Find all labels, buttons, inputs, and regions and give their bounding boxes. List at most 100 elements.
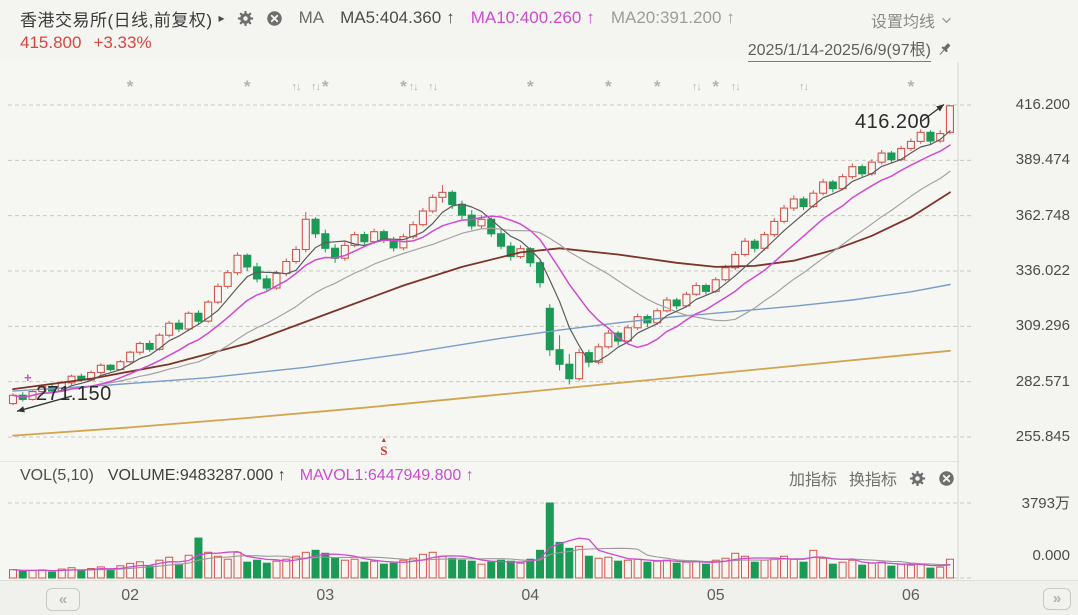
candle-body[interactable] xyxy=(184,312,193,330)
volume-bar[interactable] xyxy=(633,558,642,579)
scroll-left-button[interactable]: « xyxy=(46,588,80,611)
volume-bar[interactable] xyxy=(731,552,740,579)
volume-bar[interactable] xyxy=(350,558,359,579)
candle-body[interactable] xyxy=(428,196,437,212)
switch-indicator-button[interactable]: 换指标 xyxy=(848,472,897,489)
candle-body[interactable] xyxy=(194,312,203,322)
candle-body[interactable] xyxy=(721,267,730,281)
candle-body[interactable] xyxy=(692,284,701,295)
event-marker-arrows[interactable]: ↑↓ xyxy=(311,81,321,93)
candle-body[interactable] xyxy=(545,307,554,351)
candle-body[interactable] xyxy=(653,310,662,324)
volume-bar[interactable] xyxy=(760,559,769,579)
scroll-right-button[interactable]: » xyxy=(1043,588,1071,610)
candle-body[interactable] xyxy=(477,218,486,227)
volume-bar[interactable] xyxy=(653,560,662,579)
volume-bar[interactable] xyxy=(253,559,261,579)
candle-body[interactable] xyxy=(370,231,379,243)
ma-close-button[interactable] xyxy=(266,10,283,27)
event-marker-burst[interactable]: * xyxy=(126,77,134,96)
volume-bar[interactable] xyxy=(340,559,349,579)
event-marker-burst[interactable]: * xyxy=(322,77,329,96)
candle-body[interactable] xyxy=(67,375,76,384)
ma-settings-gear-button[interactable] xyxy=(237,10,254,27)
volume-bar[interactable] xyxy=(575,545,584,579)
candle-body[interactable] xyxy=(145,342,154,350)
volume-bar[interactable] xyxy=(897,563,906,579)
candle-body[interactable] xyxy=(448,191,457,205)
volume-bar[interactable] xyxy=(526,558,535,579)
volume-bar[interactable] xyxy=(48,571,57,579)
event-marker-burst[interactable]: * xyxy=(907,77,915,96)
candle-body[interactable] xyxy=(906,140,915,150)
volume-bar[interactable] xyxy=(594,557,603,579)
volume-bar[interactable] xyxy=(213,555,222,579)
candle-body[interactable] xyxy=(165,322,174,336)
date-range-button[interactable]: 2025/1/14-2025/6/9(97根) xyxy=(747,36,931,62)
volume-bar[interactable] xyxy=(418,553,427,579)
volume-bar[interactable] xyxy=(604,556,613,579)
event-marker-arrows[interactable]: ↑↓ xyxy=(691,81,702,93)
volume-bar[interactable] xyxy=(389,562,398,579)
volume-bar[interactable] xyxy=(87,568,96,579)
volume-bar[interactable] xyxy=(877,561,886,579)
volume-bar[interactable] xyxy=(243,561,252,579)
volume-bar[interactable] xyxy=(77,570,86,579)
ex-dividend-marker[interactable]: ▲ S xyxy=(376,437,392,457)
candle-body[interactable] xyxy=(877,152,886,163)
candle-body[interactable] xyxy=(282,260,291,275)
volume-bar[interactable] xyxy=(174,563,183,579)
candle-body[interactable] xyxy=(701,284,711,292)
candle-body[interactable] xyxy=(819,181,828,194)
volume-settings-gear-button[interactable] xyxy=(909,470,926,487)
volume-bar[interactable] xyxy=(67,567,76,579)
candle-body[interactable] xyxy=(575,352,584,380)
caret-right-icon[interactable]: ▸ xyxy=(218,11,225,25)
volume-bar[interactable] xyxy=(311,549,320,579)
volume-bar[interactable] xyxy=(135,561,144,579)
volume-bar[interactable] xyxy=(614,560,623,579)
volume-bar[interactable] xyxy=(565,547,574,579)
candle-body[interactable] xyxy=(584,352,593,363)
volume-bar[interactable] xyxy=(701,563,710,579)
candle-body[interactable] xyxy=(555,349,564,365)
candle-body[interactable] xyxy=(96,364,105,374)
volume-bar[interactable] xyxy=(204,551,213,579)
volume-bar[interactable] xyxy=(692,560,701,579)
volume-bar[interactable] xyxy=(887,565,896,579)
volume-bar[interactable] xyxy=(838,561,847,579)
candle-body[interactable] xyxy=(262,278,271,289)
candle-body[interactable] xyxy=(604,332,613,348)
candle-body[interactable] xyxy=(740,240,750,256)
pin-icon[interactable] xyxy=(937,42,952,57)
candle-body[interactable] xyxy=(496,233,506,247)
volume-bar[interactable] xyxy=(96,566,105,579)
volume-bar[interactable] xyxy=(477,563,486,579)
candle-body[interactable] xyxy=(135,342,144,353)
candle-body[interactable] xyxy=(204,301,213,322)
event-marker-burst[interactable]: * xyxy=(400,77,407,96)
candle-body[interactable] xyxy=(789,198,798,209)
volume-bar[interactable] xyxy=(916,563,925,579)
volume-bar[interactable] xyxy=(555,541,564,579)
candle-body[interactable] xyxy=(936,133,945,142)
event-marker-burst[interactable]: * xyxy=(243,77,251,96)
candle-body[interactable] xyxy=(731,253,740,269)
candle-body[interactable] xyxy=(506,245,515,258)
candle-body[interactable] xyxy=(126,351,135,363)
candle-body[interactable] xyxy=(467,214,476,227)
volume-bar[interactable] xyxy=(28,569,37,579)
candle-body[interactable] xyxy=(350,234,359,246)
volume-bar[interactable] xyxy=(536,549,545,579)
candle-body[interactable] xyxy=(106,364,115,371)
volume-bar[interactable] xyxy=(428,551,437,579)
volume-bar[interactable] xyxy=(867,562,876,579)
candle-body[interactable] xyxy=(887,152,896,161)
candle-body[interactable] xyxy=(779,207,789,222)
volume-bar[interactable] xyxy=(497,559,505,579)
ma-settings-button-right[interactable]: 设置均线 xyxy=(871,8,952,32)
volume-bar[interactable] xyxy=(126,562,135,579)
candle-body[interactable] xyxy=(438,191,447,198)
candle-body[interactable] xyxy=(594,346,603,363)
